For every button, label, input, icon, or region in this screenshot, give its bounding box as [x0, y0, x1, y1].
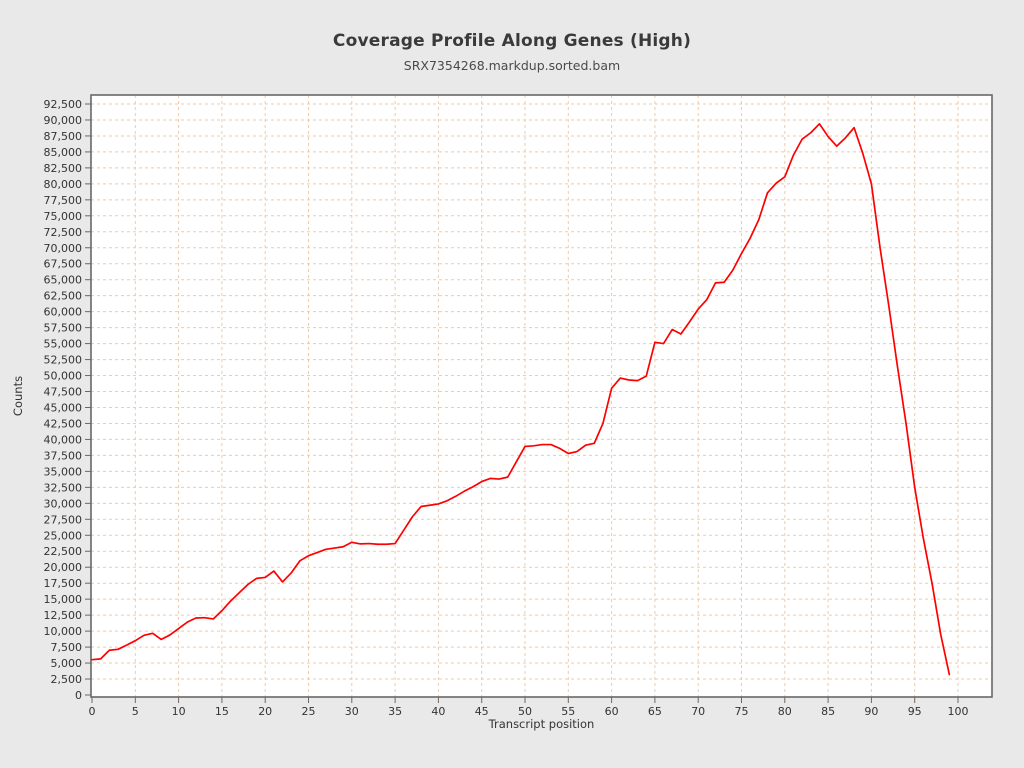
- x-tick-label: 55: [561, 705, 575, 718]
- y-tick-label: 40,000: [44, 433, 83, 446]
- y-tick-label: 2,500: [51, 673, 83, 686]
- chart-title: Coverage Profile Along Genes (High): [332, 31, 692, 51]
- y-tick-label: 47,500: [44, 386, 83, 399]
- y-axis-title: Counts: [11, 376, 25, 416]
- y-tick-label: 62,500: [44, 290, 83, 303]
- x-tick-label: 25: [302, 705, 316, 718]
- y-tick-label: 32,500: [44, 481, 83, 494]
- y-tick-label: 45,000: [44, 401, 83, 414]
- x-tick-label: 0: [89, 705, 96, 718]
- y-axis-ticks: 0 2,500 5,000 7,500 10,000 12,500 15,000 17,500…: [44, 98, 91, 702]
- x-tick-label: 95: [908, 705, 922, 718]
- x-tick-label: 80: [778, 705, 792, 718]
- x-tick-label: 5: [132, 705, 139, 718]
- plot-background: [91, 95, 992, 697]
- y-tick-label: 25,000: [44, 529, 83, 542]
- chart-subtitle: SRX7354268.markdup.sorted.bam: [403, 58, 621, 73]
- x-axis-ticks: 0 5 10 15 20 25 30 35 40 45 50 55 60 65 70 75 80 85 90 95 10…: [89, 697, 969, 718]
- y-tick-label: 60,000: [44, 306, 83, 319]
- y-tick-label: 80,000: [44, 178, 83, 191]
- x-tick-label: 75: [735, 705, 749, 718]
- y-tick-label: 77,500: [44, 194, 83, 207]
- y-tick-label: 30,000: [44, 497, 83, 510]
- y-tick-label: 37,500: [44, 449, 83, 462]
- x-tick-label: 35: [388, 705, 402, 718]
- y-tick-label: 57,500: [44, 322, 83, 335]
- x-tick-label: 30: [345, 705, 359, 718]
- y-tick-label: 52,500: [44, 354, 83, 367]
- x-axis-title: Transcript position: [488, 717, 595, 731]
- y-tick-label: 55,000: [44, 338, 83, 351]
- y-tick-label: 72,500: [44, 226, 83, 239]
- y-tick-label: 42,500: [44, 417, 83, 430]
- y-tick-label: 7,500: [51, 641, 83, 654]
- y-tick-label: 50,000: [44, 370, 83, 383]
- x-tick-label: 45: [475, 705, 489, 718]
- x-tick-label: 100: [948, 705, 969, 718]
- x-tick-label: 60: [605, 705, 619, 718]
- y-tick-label: 75,000: [44, 210, 83, 223]
- y-tick-label: 90,000: [44, 114, 83, 127]
- x-tick-label: 15: [215, 705, 229, 718]
- x-tick-label: 90: [864, 705, 878, 718]
- x-tick-label: 20: [258, 705, 272, 718]
- x-tick-label: 65: [648, 705, 662, 718]
- x-tick-label: 85: [821, 705, 835, 718]
- y-tick-label: 35,000: [44, 465, 83, 478]
- gridlines: [91, 95, 992, 697]
- y-tick-label: 67,500: [44, 258, 83, 271]
- y-tick-label: 20,000: [44, 561, 83, 574]
- x-tick-label: 40: [431, 705, 445, 718]
- y-tick-label: 85,000: [44, 146, 83, 159]
- y-tick-label: 10,000: [44, 625, 83, 638]
- plot-border: [90, 94, 993, 698]
- x-tick-label: 10: [172, 705, 186, 718]
- y-tick-label: 15,000: [44, 593, 83, 606]
- y-tick-label: 70,000: [44, 242, 83, 255]
- y-tick-label: 22,500: [44, 545, 83, 558]
- y-tick-label: 27,500: [44, 513, 83, 526]
- y-tick-label: 17,500: [44, 577, 83, 590]
- x-tick-label: 70: [691, 705, 705, 718]
- y-tick-label: 87,500: [44, 130, 83, 143]
- y-tick-label: 0: [75, 689, 82, 702]
- y-tick-label: 92,500: [44, 98, 83, 111]
- y-tick-label: 5,000: [51, 657, 83, 670]
- x-tick-label: 50: [518, 705, 532, 718]
- y-tick-label: 82,500: [44, 162, 83, 175]
- y-tick-label: 12,500: [44, 609, 83, 622]
- coverage-line: [91, 122, 951, 676]
- y-tick-label: 65,000: [44, 274, 83, 287]
